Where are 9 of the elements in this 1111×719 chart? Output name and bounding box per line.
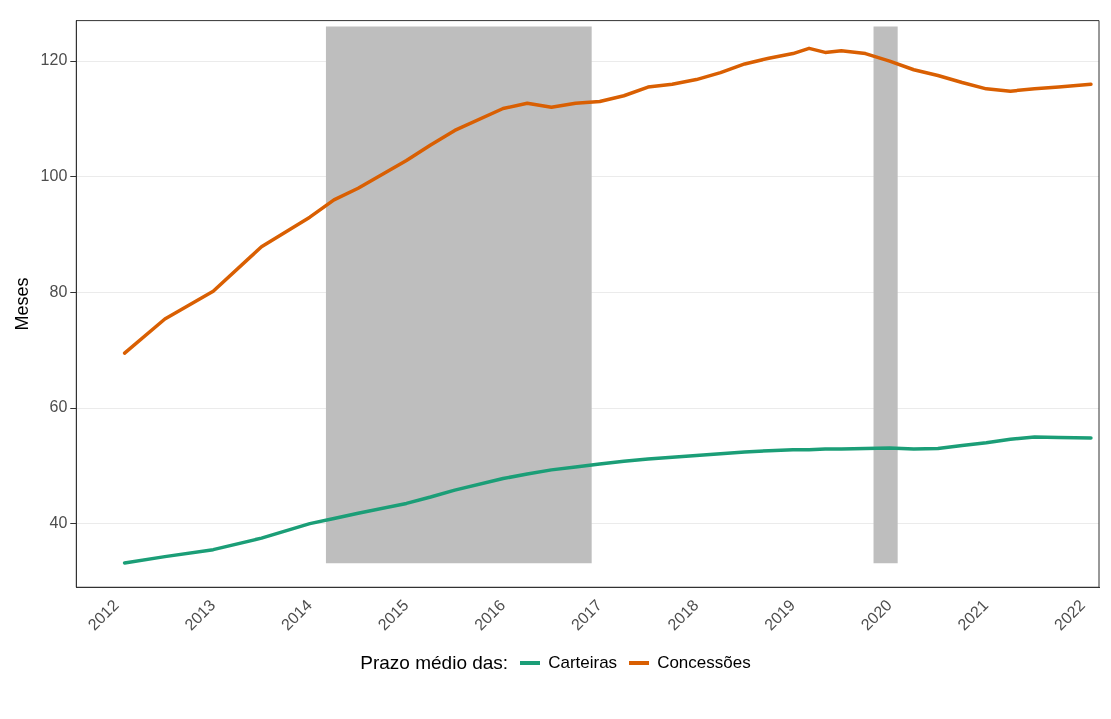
y-tick-label: 60 — [49, 398, 68, 416]
y-tick-label: 40 — [49, 514, 68, 532]
y-tick-label: 80 — [49, 282, 68, 300]
y-axis-title: Meses — [11, 277, 32, 331]
legend-label: Carteiras — [548, 653, 618, 673]
legend-label: Concessões — [657, 653, 751, 673]
y-tick-label: 100 — [40, 167, 68, 185]
y-tick-label: 120 — [40, 51, 68, 69]
legend-title: Prazo médio das: — [360, 652, 509, 674]
